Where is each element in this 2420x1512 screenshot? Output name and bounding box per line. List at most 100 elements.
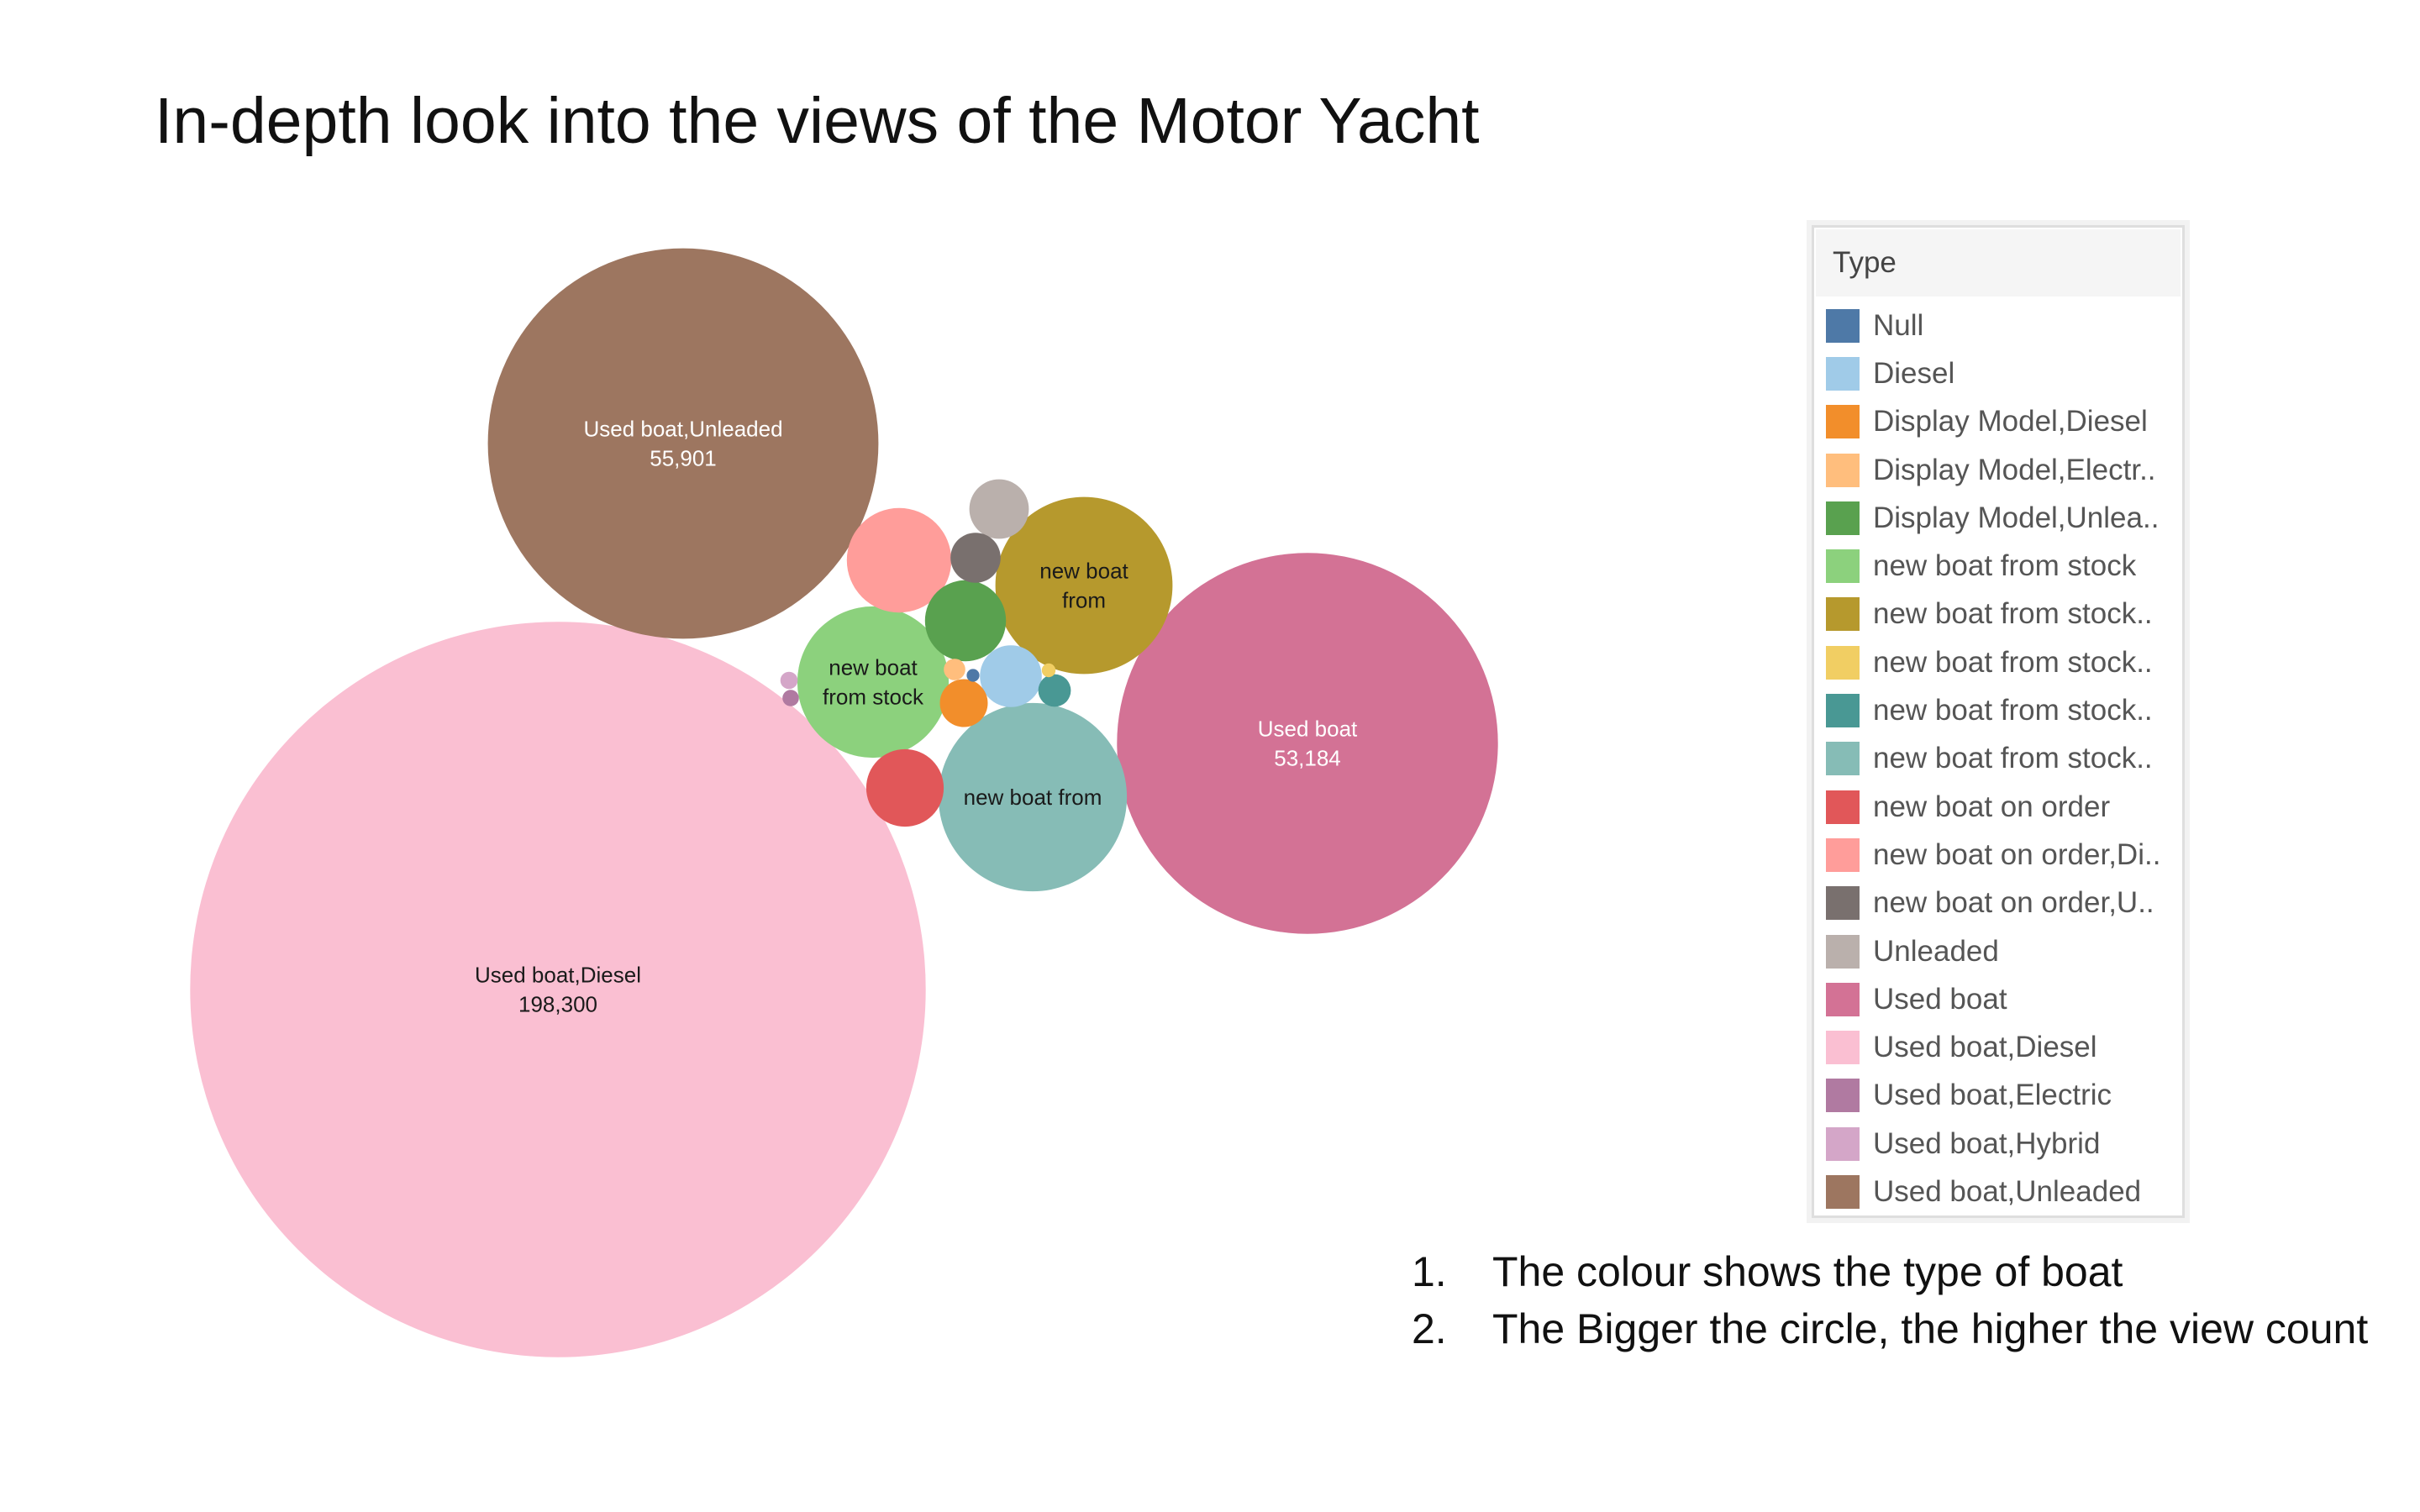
legend-swatch [1826,934,1860,969]
bubble[interactable] [1038,674,1071,707]
page-title: In-depth look into the views of the Moto… [155,85,1480,157]
legend-title: Type [1816,229,2181,297]
legend-item[interactable]: Display Model,Diesel [1814,398,2182,446]
legend-item[interactable]: Diesel [1814,349,2182,397]
legend-item[interactable]: new boat from stock.. [1814,686,2182,734]
legend-item[interactable]: Null [1814,302,2182,349]
legend-label: new boat on order,U.. [1873,886,2154,920]
legend-item[interactable]: Used boat,Electric [1814,1072,2182,1120]
legend-item[interactable]: Used boat,Unleaded [1814,1168,2182,1215]
legend-swatch [1826,356,1860,391]
legend-item[interactable]: Used boat [1814,975,2182,1023]
legend-label: new boat on order [1873,790,2111,823]
legend-item[interactable]: new boat from stock.. [1814,735,2182,783]
bubble[interactable] [966,669,980,682]
legend-swatch [1826,1031,1860,1065]
legend-item[interactable]: new boat on order [1814,783,2182,831]
bubble[interactable] [944,659,965,680]
legend-item[interactable]: new boat from stock.. [1814,591,2182,638]
bubble-label: 198,300 [518,992,597,1017]
legend: Type Null Diesel Display Model,Diesel Displ… [1812,225,2185,1218]
legend-swatch [1826,1126,1860,1161]
bubble-chart: Used boat,Diesel 198,300 Used boat,Unleade… [190,248,1498,1357]
legend-swatch [1826,790,1860,824]
note-text: The Bigger the circle, the higher the vi… [1492,1305,2369,1352]
bubble-label: new boat [829,655,918,680]
legend-item[interactable]: Used boat,Diesel [1814,1023,2182,1071]
legend-label: new boat from stock.. [1873,645,2153,679]
bubble-label: Used boat,Unleaded [583,417,782,442]
notes-list: 1. The colour shows the type of boat 2. The… [1412,1243,2368,1357]
legend-label: Used boat,Electric [1873,1079,2112,1112]
legend-label: new boat from stock.. [1873,742,2153,775]
legend-swatch [1826,501,1860,535]
legend-swatch [1826,597,1860,632]
legend-label: Unleaded [1873,934,1999,968]
legend-swatch [1826,405,1860,439]
legend-swatch [1826,308,1860,343]
legend-swatch [1826,1079,1860,1113]
legend-label: Display Model,Electr.. [1873,453,2156,486]
legend-item[interactable]: new boat on order,Di.. [1814,831,2182,879]
bubble[interactable] [190,622,926,1357]
bubble[interactable] [797,606,950,759]
bubble[interactable] [924,580,1007,662]
bubble[interactable] [938,702,1128,892]
note-item: 1. The colour shows the type of boat [1412,1243,2368,1300]
legend-item[interactable]: Used boat,Hybrid [1814,1120,2182,1168]
legend-item[interactable]: new boat on order,U.. [1814,879,2182,927]
note-number: 1. [1412,1248,1447,1295]
legend-items: Null Diesel Display Model,Diesel Display Mo… [1814,297,2182,1216]
legend-label: Diesel [1873,356,1955,390]
bubble[interactable] [939,679,988,727]
bubble[interactable] [865,748,944,827]
bubble-label: Used boat [1258,717,1358,742]
legend-swatch [1826,837,1860,872]
bubble[interactable] [969,479,1029,539]
note-item: 2. The Bigger the circle, the higher the … [1412,1300,2368,1357]
legend-label: Used boat,Diesel [1873,1031,2097,1064]
bubble-label: Used boat,Diesel [475,963,641,988]
bubble[interactable] [782,690,799,706]
bubble[interactable] [1041,663,1056,678]
note-number: 2. [1412,1305,1447,1352]
legend-label: new boat on order,Di.. [1873,837,2161,871]
legend-swatch [1826,645,1860,680]
bubble[interactable] [846,507,952,613]
bubble[interactable] [995,496,1173,675]
legend-item[interactable]: Display Model,Unlea.. [1814,494,2182,542]
bubble-label: from [1062,588,1106,613]
bubble-label: 53,184 [1274,746,1341,771]
legend-item[interactable]: Unleaded [1814,927,2182,975]
legend-swatch [1826,694,1860,728]
bubble-label: 55,901 [650,446,717,471]
bubble[interactable] [1117,553,1498,934]
legend-label: new boat from stock.. [1873,597,2153,631]
bubble-label: from stock [823,685,924,710]
legend-swatch [1826,549,1860,584]
legend-label: Used boat,Unleaded [1873,1174,2142,1208]
legend-item[interactable]: new boat from stock [1814,542,2182,590]
bubble[interactable] [487,248,879,639]
legend-label: Used boat,Hybrid [1873,1126,2101,1160]
bubble[interactable] [980,645,1042,707]
bubble[interactable] [780,671,798,690]
bubble-label: new boat from [964,785,1102,810]
legend-swatch [1826,742,1860,776]
note-text: The colour shows the type of boat [1492,1248,2123,1295]
legend-label: Null [1873,308,1924,342]
legend-item[interactable]: Display Model,Electr.. [1814,446,2182,494]
bubble[interactable] [950,533,1001,583]
legend-swatch [1826,1174,1860,1209]
legend-label: new boat from stock.. [1873,694,2153,727]
legend-label: Used boat [1873,982,2007,1016]
legend-swatch [1826,886,1860,921]
legend-label: Display Model,Diesel [1873,405,2148,438]
legend-swatch [1826,982,1860,1016]
bubble-label: new boat [1039,559,1128,584]
legend-swatch [1826,453,1860,487]
legend-label: Display Model,Unlea.. [1873,501,2160,534]
legend-item[interactable]: new boat from stock.. [1814,638,2182,686]
legend-label: new boat from stock [1873,549,2137,583]
